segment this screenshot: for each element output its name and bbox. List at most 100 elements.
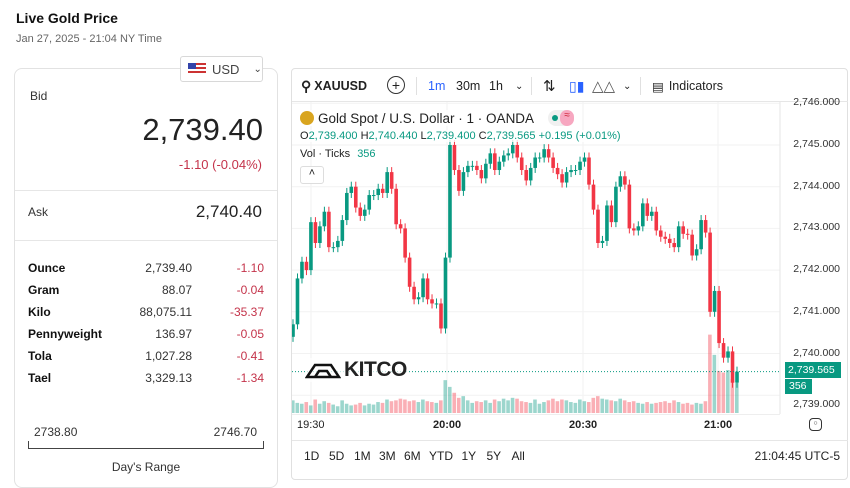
unit-price: 136.97 (155, 327, 192, 341)
settings-icon[interactable]: ○ (809, 418, 822, 431)
unit-price: 88.07 (161, 283, 192, 297)
volume-bar (546, 400, 551, 413)
candle (295, 278, 300, 325)
unit-name: Pennyweight (28, 327, 103, 341)
volume-bar (564, 400, 569, 413)
timestamp: Jan 27, 2025 - 21:04 NY Time (16, 33, 162, 45)
range-button-1y[interactable]: 1Y (461, 449, 477, 463)
kitco-logo: KITCO (305, 358, 407, 382)
candle (371, 195, 376, 197)
collapse-legend-button[interactable]: ˄ (300, 166, 324, 184)
candle (304, 261, 309, 271)
volume-bar (313, 399, 318, 413)
last-volume-label: 356 (785, 379, 812, 394)
candle (389, 172, 394, 189)
kitco-wordmark: KITCO (344, 358, 407, 381)
volume-bar (721, 372, 726, 413)
volume-bar (658, 402, 663, 413)
unit-name: Tael (28, 371, 52, 385)
candle (730, 351, 735, 383)
volume-bar (528, 402, 533, 413)
divider (292, 101, 848, 102)
range-bar (28, 441, 264, 449)
volume-bar (618, 398, 622, 413)
area-chart-icon[interactable]: △△ (592, 78, 616, 95)
volume-bar (430, 402, 434, 413)
range-low: 2738.80 (34, 425, 78, 439)
range-button-6m[interactable]: 6M (404, 449, 421, 463)
candle (712, 290, 717, 312)
candle (533, 157, 537, 168)
candle (367, 195, 372, 210)
candle (681, 226, 685, 234)
volume-bar (385, 399, 389, 413)
candle (457, 170, 461, 191)
candle (394, 188, 398, 225)
interval-1h[interactable]: 1h (489, 79, 503, 93)
currency-select[interactable]: USD ⌄ (180, 56, 263, 82)
chevron-down-icon[interactable]: ⌄ (515, 80, 524, 92)
candle (452, 145, 457, 171)
bar-chart-type-icon[interactable]: ⇅ (543, 78, 556, 95)
bid-change: -1.10 (-0.04%) (178, 157, 262, 172)
volume-bar (654, 402, 658, 413)
volume-bar (335, 406, 340, 413)
candlestick-chart[interactable] (292, 102, 848, 414)
candle (475, 165, 479, 171)
candle (439, 303, 443, 329)
volume-bar (622, 400, 627, 413)
volume-bar (488, 402, 492, 413)
candle (425, 278, 430, 300)
volume-bar (353, 404, 358, 413)
bid-label: Bid (30, 89, 48, 103)
indicators-button[interactable]: ▤ Indicators (652, 76, 723, 96)
interval-1m[interactable]: 1m (428, 79, 446, 93)
volume-bar (452, 392, 457, 413)
candle (596, 209, 600, 243)
unit-row: Kilo 88,075.11 -35.37 (28, 305, 264, 323)
candle (353, 186, 358, 208)
volume-bar (627, 402, 631, 413)
range-button-3m[interactable]: 3M (379, 449, 396, 463)
range-button-1d[interactable]: 1D (304, 449, 320, 463)
x-tick-label: 19:30 (297, 419, 325, 431)
candle (309, 222, 313, 271)
y-tick-label: 2,746.000 (793, 96, 840, 109)
range-button-all[interactable]: All (511, 449, 525, 463)
range-button-5d[interactable]: 5D (329, 449, 345, 463)
symbol-search[interactable]: ⚲ XAUUSD (301, 76, 367, 96)
interval-30m[interactable]: 30m (456, 79, 481, 93)
change-value: +0.195 (+0.01%) (538, 130, 621, 142)
candlestick-icon[interactable]: ▯▮ (569, 77, 585, 94)
range-button-5y[interactable]: 5Y (486, 449, 502, 463)
gold-icon (300, 111, 314, 125)
compare-add-icon[interactable]: + (387, 76, 405, 94)
volume-bar (425, 401, 430, 413)
range-button-ytd[interactable]: YTD (429, 449, 453, 463)
candle (658, 230, 663, 237)
volume-label: Vol · Ticks (300, 148, 351, 160)
volume-bar (439, 400, 443, 413)
range-button-1m[interactable]: 1M (354, 449, 371, 463)
volume-bar (712, 354, 717, 413)
candle (627, 184, 632, 229)
ask-label: Ask (28, 205, 49, 219)
volume-bar (613, 401, 618, 413)
volume-bar (537, 403, 542, 413)
divider (292, 440, 848, 441)
volume-bar (416, 402, 421, 413)
volume-bar (703, 401, 708, 413)
chevron-down-icon[interactable]: ⌄ (623, 80, 632, 92)
series-title: Gold Spot / U.S. Dollar · 1 · OANDA (318, 110, 535, 126)
unit-name: Gram (28, 283, 60, 297)
candle (403, 228, 407, 258)
volume-bar (587, 402, 591, 413)
last-price-label: 2,739.565 (785, 362, 841, 378)
candle (694, 249, 699, 256)
x-tick-label: 20:00 (433, 419, 462, 431)
volume-bar (573, 402, 578, 413)
candle (546, 149, 551, 158)
unit-price: 2,739.40 (145, 261, 192, 275)
candle (493, 153, 497, 171)
candle (564, 172, 569, 183)
